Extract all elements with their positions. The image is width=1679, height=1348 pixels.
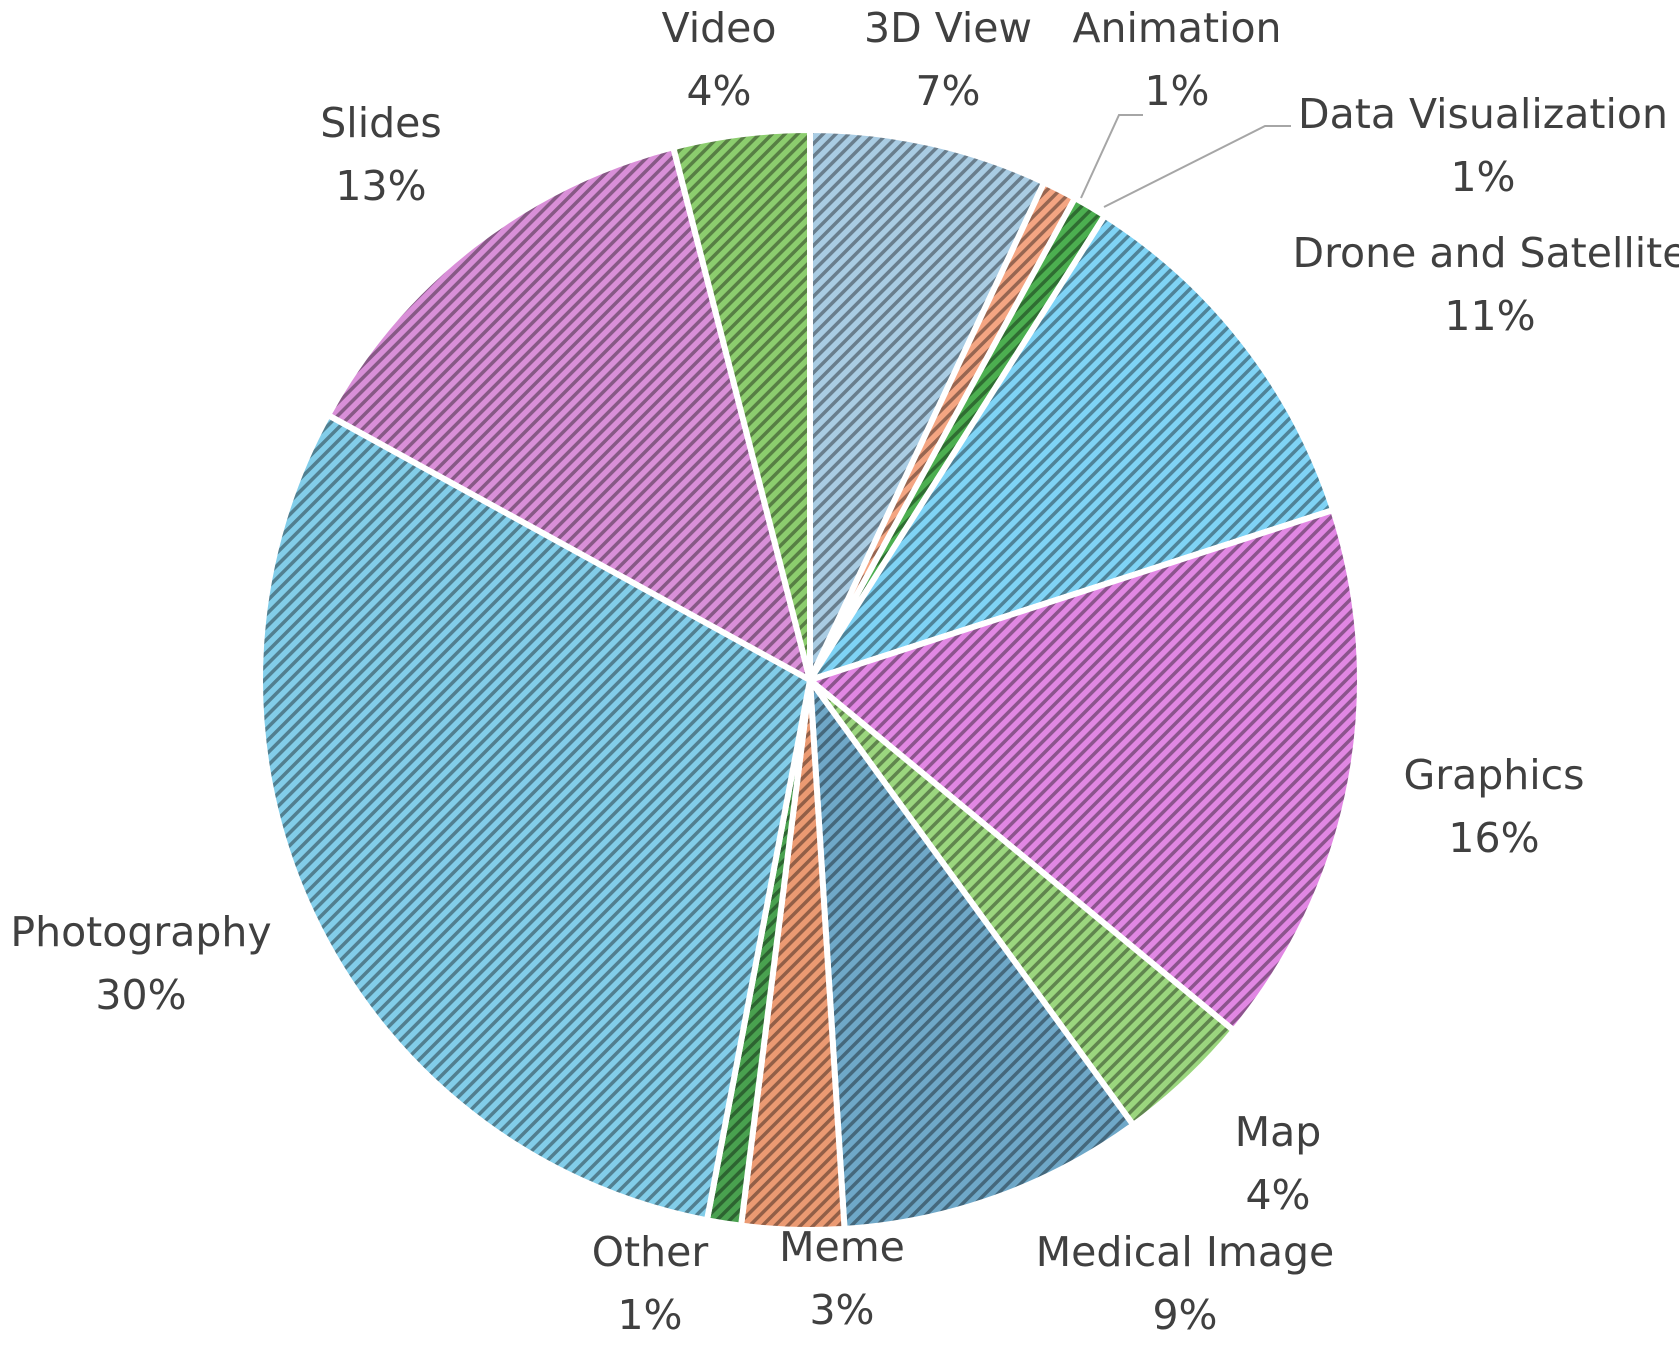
leader-line-data-visualization	[1103, 125, 1291, 208]
slice-label-map: Map	[1235, 1108, 1322, 1156]
slice-graphics	[803, 506, 1363, 1035]
slice-value-video: 4%	[686, 67, 751, 115]
slice-label-graphics: Graphics	[1403, 751, 1584, 799]
slice-label-other: Other	[592, 1228, 709, 1276]
slice-video	[669, 126, 813, 681]
slice-value-photography: 30%	[95, 971, 186, 1019]
slice-3d-view	[807, 126, 1049, 682]
slice-value-3d-view: 7%	[915, 67, 980, 115]
slice-value-meme: 3%	[809, 1286, 874, 1334]
slice-value-animation: 1%	[1144, 67, 1209, 115]
slice-label-drone-and-satellite: Drone and Satellite	[1293, 229, 1679, 277]
slice-label-3d-view: 3D View	[864, 4, 1032, 52]
slice-label-video: Video	[662, 4, 777, 52]
slice-value-other: 1%	[617, 1291, 682, 1339]
slice-value-drone-and-satellite: 11%	[1444, 292, 1535, 340]
slice-value-map: 4%	[1245, 1171, 1310, 1219]
slice-labels: 3D View 7% Animation 1% Data Visualization 1%…	[10, 4, 1679, 1339]
slice-slides	[323, 143, 815, 686]
slice-drone-and-satellite	[803, 211, 1337, 686]
slice-label-slides: Slides	[320, 99, 441, 147]
leader-line-animation	[1080, 114, 1143, 199]
slice-value-medical-image: 9%	[1152, 1291, 1217, 1339]
slice-photography	[257, 410, 814, 1224]
leader-lines	[1080, 114, 1291, 208]
slice-label-animation: Animation	[1072, 4, 1281, 52]
slice-value-graphics: 16%	[1448, 814, 1539, 862]
slice-medical-image	[806, 669, 1138, 1233]
slice-value-slides: 13%	[335, 162, 426, 210]
slice-label-photography: Photography	[10, 908, 271, 956]
slice-label-data-visualization: Data Visualization	[1298, 90, 1668, 138]
slice-label-medical-image: Medical Image	[1036, 1228, 1335, 1276]
slice-value-data-visualization: 1%	[1450, 153, 1515, 201]
pie-slices	[257, 126, 1363, 1233]
slice-label-meme: Meme	[779, 1223, 905, 1271]
